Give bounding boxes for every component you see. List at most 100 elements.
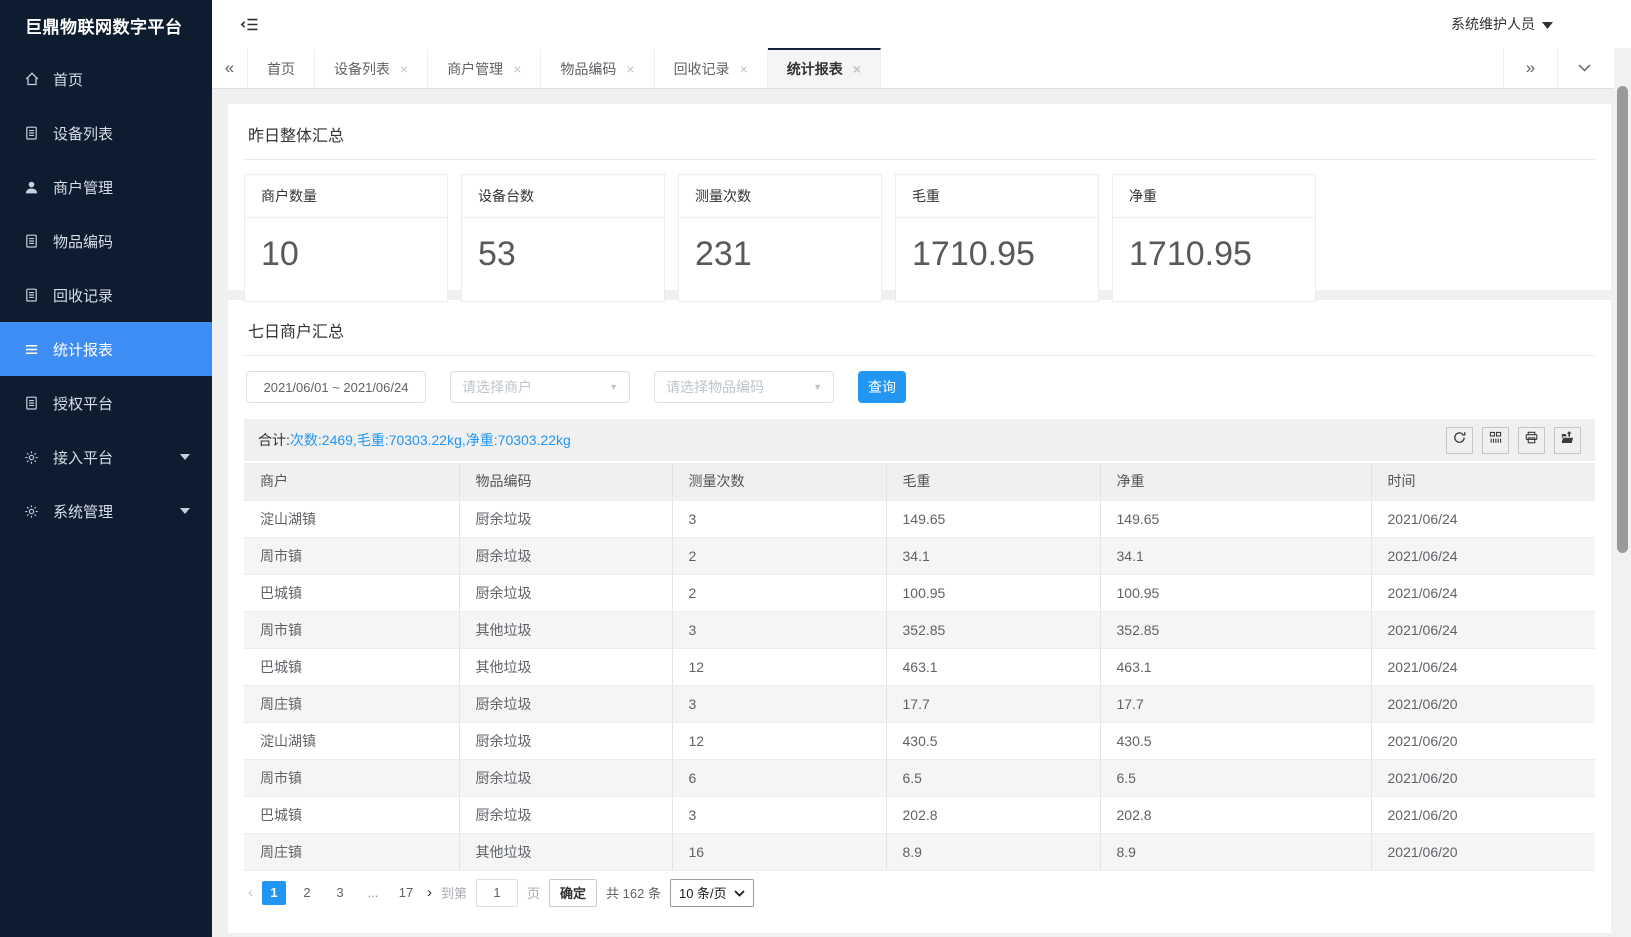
tab-label: 商户管理 — [447, 61, 504, 77]
scrollbar-thumb[interactable] — [1617, 86, 1628, 553]
export-button[interactable] — [1554, 426, 1581, 454]
summary-card-merchant-count: 商户数量 10 — [244, 174, 448, 302]
tab-device-list[interactable]: 设备列表 × — [315, 48, 429, 88]
gear-icon — [24, 450, 41, 465]
close-icon[interactable]: × — [852, 61, 861, 77]
cell-net-weight: 6.5 — [1100, 759, 1372, 797]
cell-measure-count: 3 — [672, 685, 887, 723]
tab-statistics-report[interactable]: 统计报表 × — [767, 48, 881, 88]
page-button-17[interactable]: 17 — [398, 885, 414, 900]
close-icon[interactable]: × — [739, 61, 748, 77]
caret-down-icon — [1542, 21, 1553, 29]
cell-item-code: 厨余垃圾 — [459, 759, 673, 797]
cell-measure-count: 3 — [672, 500, 887, 538]
content: 昨日整体汇总 商户数量 10 设备台数 53 测量次数 231 毛重 1710.… — [212, 90, 1631, 937]
close-icon[interactable]: × — [400, 61, 409, 77]
cell-date: 2021/06/24 — [1371, 537, 1595, 575]
columns-button[interactable] — [1482, 426, 1509, 454]
pagination: ‹ 1 2 3 ... 17 › 到第 页 确定 共 162 条 10 条/页 — [244, 878, 1595, 907]
tabs-menu-icon[interactable] — [1557, 48, 1611, 88]
sidebar-item-label: 设备列表 — [53, 125, 114, 143]
tabs-scroll-right-icon[interactable]: » — [1503, 48, 1557, 88]
close-icon[interactable]: × — [513, 61, 522, 77]
cell-date: 2021/06/24 — [1371, 500, 1595, 538]
page-button-2[interactable]: 2 — [303, 885, 311, 900]
cell-gross-weight: 100.95 — [886, 574, 1101, 612]
cell-merchant: 淀山湖镇 — [244, 500, 460, 538]
sidebar-item-recycle-records[interactable]: 回收记录 — [0, 268, 212, 322]
search-button[interactable]: 查询 — [858, 371, 906, 403]
cell-merchant: 周市镇 — [244, 537, 460, 575]
date-range-input[interactable] — [246, 371, 426, 403]
user-menu[interactable]: 系统维护人员 — [1451, 14, 1553, 34]
gear-icon — [24, 504, 41, 519]
tab-home[interactable]: 首页 — [248, 48, 315, 88]
sidebar-item-merchant-mgmt[interactable]: 商户管理 — [0, 160, 212, 214]
cell-net-weight: 352.85 — [1100, 611, 1372, 649]
sidebar-item-auth-platform[interactable]: 授权平台 — [0, 376, 212, 430]
sidebar-item-label: 系统管理 — [53, 503, 114, 521]
confirm-button[interactable]: 确定 — [549, 878, 598, 907]
sidebar-item-device-list[interactable]: 设备列表 — [0, 106, 212, 160]
tabs-scroll-left-icon[interactable]: « — [212, 48, 248, 88]
seven-day-report-panel: 七日商户汇总 请选择商户 ▼ 请选择物品编码 ▼ 查询 合计:次数:2469,毛… — [228, 300, 1611, 933]
summary-cards: 商户数量 10 设备台数 53 测量次数 231 毛重 1710.95 净重 — [244, 174, 1595, 302]
item-code-select[interactable]: 请选择物品编码 ▼ — [654, 371, 834, 403]
page-size-value: 10 条/页 — [678, 886, 727, 901]
sidebar-item-system-mgmt[interactable]: 系统管理 — [0, 484, 212, 538]
filter-bar: 请选择商户 ▼ 请选择物品编码 ▼ 查询 — [246, 371, 1595, 403]
user-name: 系统维护人员 — [1451, 16, 1535, 32]
refresh-button[interactable] — [1446, 426, 1473, 454]
cell-measure-count: 3 — [672, 796, 887, 834]
total-count-label: 共 162 条 — [606, 886, 661, 901]
summary-card-device-count: 设备台数 53 — [461, 174, 665, 302]
cell-date: 2021/06/20 — [1371, 685, 1595, 723]
cell-net-weight: 463.1 — [1100, 648, 1372, 686]
sidebar-collapse-icon[interactable] — [240, 16, 259, 33]
totals-text: 合计:次数:2469,毛重:70303.22kg,净重:70303.22kg — [258, 430, 571, 450]
prev-page-icon[interactable]: ‹ — [248, 884, 253, 901]
tab-recycle-records[interactable]: 回收记录 × — [655, 48, 768, 88]
cell-date: 2021/06/20 — [1371, 833, 1595, 871]
document-icon — [24, 287, 41, 303]
merchant-select[interactable]: 请选择商户 ▼ — [450, 371, 630, 403]
summary-card-measure-count: 测量次数 231 — [678, 174, 882, 302]
next-page-icon[interactable]: › — [427, 884, 432, 901]
sidebar-item-statistics-report[interactable]: 统计报表 — [0, 322, 212, 376]
chevron-down-icon[interactable] — [180, 454, 190, 460]
vertical-scrollbar — [1614, 48, 1631, 937]
sidebar-item-label: 首页 — [53, 71, 84, 89]
goto-page-input[interactable] — [476, 878, 519, 907]
tab-merchant-mgmt[interactable]: 商户管理 × — [428, 48, 542, 88]
sidebar-item-label: 物品编码 — [53, 233, 114, 251]
tab-item-codes[interactable]: 物品编码 × — [541, 48, 655, 88]
open-tabs: 首页 设备列表 × 商户管理 × 物品编码 × 回收记录 × 统计报表 × — [248, 48, 1503, 88]
chevron-down-icon[interactable] — [180, 508, 190, 514]
sidebar-item-item-codes[interactable]: 物品编码 — [0, 214, 212, 268]
column-header-date: 时间 — [1371, 463, 1595, 501]
column-header-measure-count: 测量次数 — [672, 463, 887, 501]
cell-net-weight: 34.1 — [1100, 537, 1372, 575]
column-header-item-code: 物品编码 — [459, 463, 673, 501]
sidebar-item-label: 商户管理 — [53, 179, 114, 197]
sidebar-item-home[interactable]: 首页 — [0, 52, 212, 106]
cell-merchant: 巴城镇 — [244, 796, 460, 834]
sidebar-item-access-platform[interactable]: 接入平台 — [0, 430, 212, 484]
sidebar-item-label: 授权平台 — [53, 395, 114, 413]
cell-merchant: 巴城镇 — [244, 648, 460, 686]
totals-value: 次数:2469,毛重:70303.22kg,净重:70303.22kg — [289, 432, 571, 448]
section-title: 七日商户汇总 — [244, 314, 1595, 356]
page-ellipsis[interactable]: ... — [367, 885, 379, 900]
page-button-3[interactable]: 3 — [336, 885, 344, 900]
cell-net-weight: 430.5 — [1100, 722, 1372, 760]
sidebar-nav: 首页 设备列表 商户管理 物品编码 回收记录 — [0, 52, 212, 538]
home-icon — [24, 71, 41, 87]
cell-date: 2021/06/24 — [1371, 648, 1595, 686]
page-button-1[interactable]: 1 — [262, 880, 286, 905]
close-icon[interactable]: × — [626, 61, 635, 77]
print-button[interactable] — [1518, 426, 1545, 454]
print-icon — [1524, 430, 1539, 450]
page-size-select[interactable]: 10 条/页 — [669, 878, 754, 907]
cell-merchant: 周市镇 — [244, 759, 460, 797]
table-toolbar — [1446, 426, 1581, 454]
